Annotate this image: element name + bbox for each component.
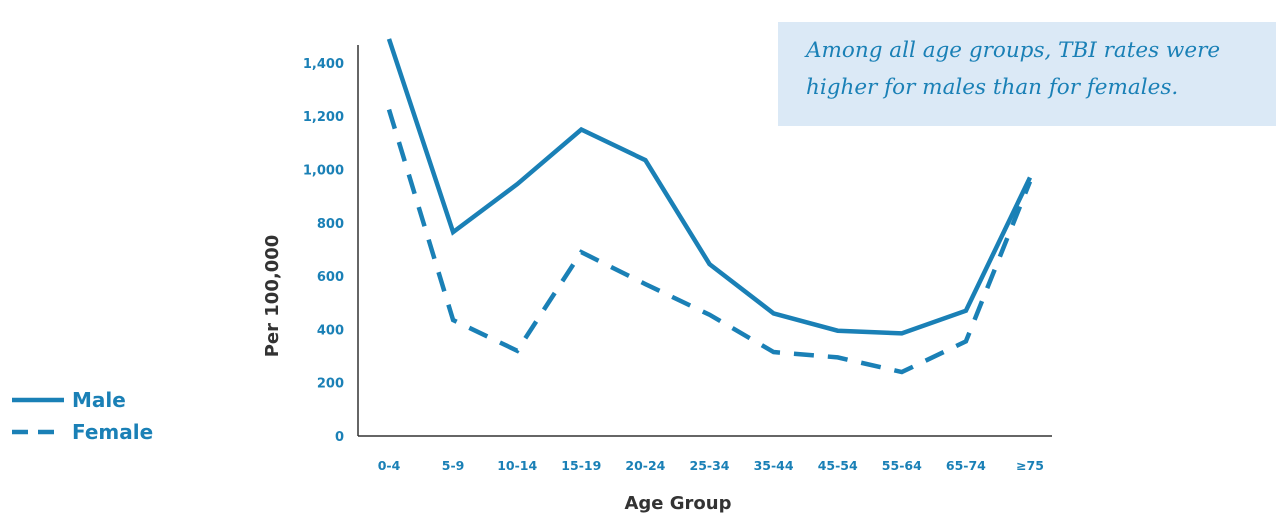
x-axis-title: Age Group [624,493,731,514]
x-tick-label: 5-9 [442,458,465,473]
series-line-male [386,38,1033,336]
x-tick-label: 20-24 [625,458,665,473]
y-tick-label: 200 [317,377,344,392]
annotation-line-1: Among all age groups, TBI rates were [806,38,1221,63]
legend: Male Female [12,388,153,444]
y-tick-label: 400 [317,323,344,338]
x-tick-label: 10-14 [497,458,537,473]
x-tick-label: 25-34 [690,458,730,473]
legend-female-label: Female [72,420,153,444]
legend-male-label: Male [72,388,126,412]
y-tick-label: 1,200 [303,110,344,125]
x-tick-label: 15-19 [561,458,601,473]
annotation-callout: Among all age groups, TBI rates were hig… [778,22,1276,126]
series-lines [386,38,1033,375]
series-line-female [386,108,1033,375]
y-tick-labels: 0 200 400 600 800 1,000 1,200 1,400 [303,57,344,445]
x-tick-label: 0-4 [378,458,401,473]
y-tick-label: 0 [335,430,344,445]
x-tick-label: 45-54 [818,458,858,473]
y-tick-label: 1,000 [303,164,344,179]
chart-axes [357,45,1052,437]
x-tick-label: ≥75 [1016,458,1044,473]
x-tick-label: 55-64 [882,458,922,473]
x-tick-labels: 0-4 5-9 10-14 15-19 20-24 25-34 35-44 45-54 55-6… [378,458,1044,473]
annotation-line-2: higher for males than for females. [806,75,1179,100]
y-axis-title: Per 100,000 [262,235,283,358]
x-tick-label: 65-74 [946,458,986,473]
y-tick-label: 800 [317,217,344,232]
y-tick-label: 600 [317,270,344,285]
y-tick-label: 1,400 [303,57,344,72]
x-tick-label: 35-44 [754,458,794,473]
